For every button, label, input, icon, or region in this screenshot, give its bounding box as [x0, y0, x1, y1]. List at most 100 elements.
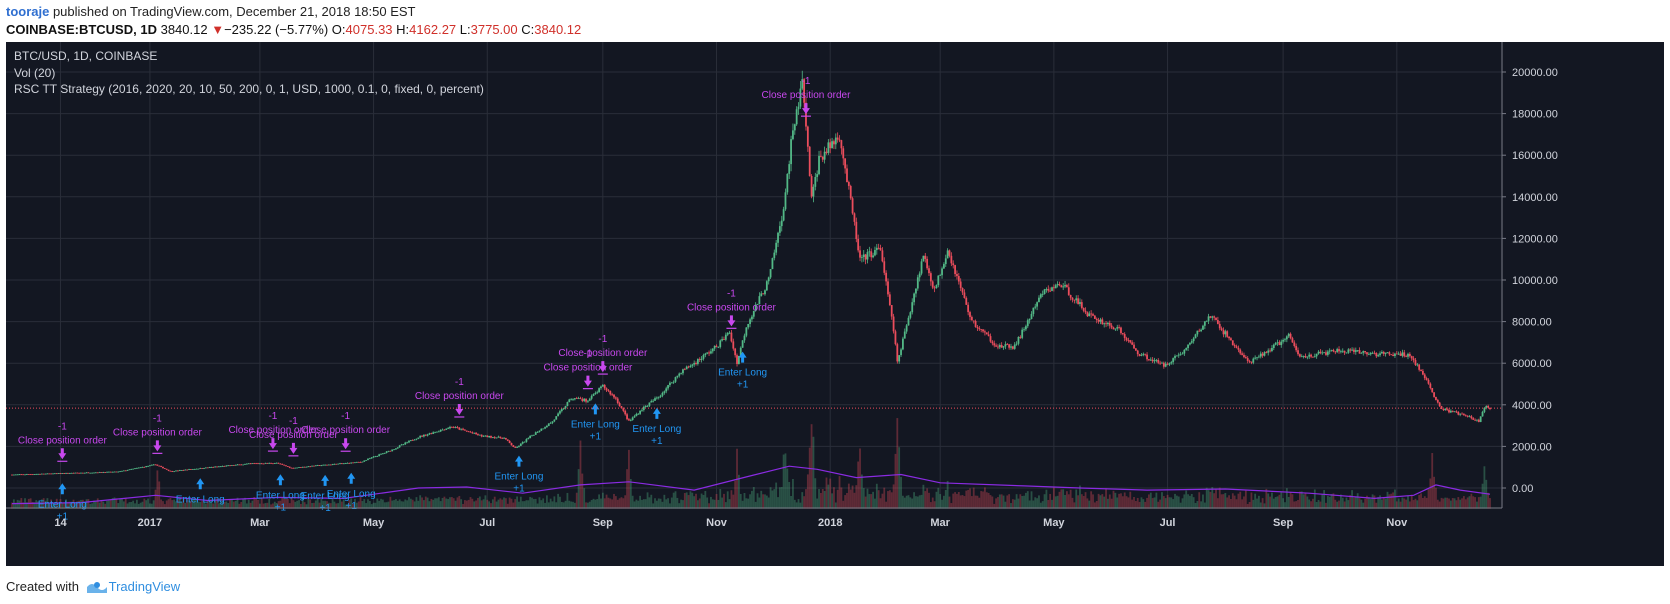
enter-long-arrow-icon [514, 455, 523, 467]
volume-bar [510, 498, 513, 509]
author-link[interactable]: tooraje [6, 4, 50, 19]
candle-body [1224, 331, 1227, 335]
volume-bar [1235, 499, 1238, 509]
volume-bar [1017, 498, 1020, 509]
candle-body [525, 439, 528, 442]
candle-body [1047, 289, 1050, 291]
volume-bar [195, 499, 198, 509]
volume-bar [1310, 501, 1312, 509]
volume-bar [844, 495, 847, 509]
candle-body [518, 445, 520, 447]
candle-body [1416, 364, 1419, 366]
volume-bar [1246, 503, 1249, 509]
volume-bar [1133, 496, 1135, 509]
time-tick-label: 14 [54, 517, 67, 529]
volume-bar [646, 492, 649, 509]
candle-body [55, 473, 58, 475]
enter-long-label: Enter Long [571, 419, 620, 430]
candle-body [857, 238, 860, 251]
volume-bar [1362, 502, 1365, 509]
volume-bar [1095, 500, 1098, 509]
candle-body [1151, 359, 1154, 362]
time-tick-label: Nov [1386, 517, 1408, 529]
volume-bar [432, 499, 435, 509]
volume-bar [1382, 498, 1385, 509]
volume-bar [426, 497, 429, 509]
volume-bar [984, 487, 986, 509]
candle-body [795, 109, 798, 125]
volume-bar [385, 502, 388, 509]
candle-body [1101, 319, 1104, 325]
volume-bar [866, 488, 869, 509]
volume-bar [1144, 501, 1147, 509]
candle-body [253, 463, 256, 465]
volume-bar [691, 492, 694, 509]
candle-body [499, 436, 502, 438]
candle-body [1285, 336, 1288, 340]
chart-panel[interactable]: Enter Long +1 Enter Long Enter Long +1 Enter … [6, 42, 1664, 566]
candle-body [1133, 344, 1135, 349]
volume-bar [244, 497, 246, 509]
close-position-arrow-icon [727, 315, 736, 327]
candle-body [1261, 353, 1264, 356]
candle-body [415, 438, 418, 440]
candle-body [96, 472, 99, 474]
volume-bar [1440, 497, 1443, 509]
candle-body [749, 319, 751, 324]
volume-bar [109, 500, 112, 509]
candle-body [42, 473, 45, 475]
volume-bar [212, 503, 215, 509]
volume-bar [238, 503, 241, 509]
candle-body [696, 359, 699, 364]
volume-bar [1004, 501, 1007, 509]
volume-bar [939, 494, 942, 509]
candle-body [109, 471, 112, 473]
candle-body [1423, 374, 1426, 379]
volume-bar [251, 500, 254, 509]
volume-bar [993, 503, 996, 509]
candle-body [805, 102, 807, 127]
volume-bar [1198, 492, 1201, 509]
candle-body [732, 341, 735, 349]
volume-bar [484, 495, 487, 509]
candle-body [587, 400, 589, 402]
volume-bar [931, 497, 934, 509]
volume-bar [11, 502, 13, 509]
candle-body [1129, 340, 1132, 343]
volume-bar [609, 498, 612, 509]
volume-bar [145, 500, 148, 509]
candle-body [1045, 289, 1048, 290]
candle-body [1427, 379, 1430, 384]
volume-bar [277, 501, 280, 509]
volume-bar [327, 502, 330, 509]
close-position-arrow-icon [583, 375, 592, 387]
volume-bar [916, 496, 919, 509]
volume-bar [894, 453, 897, 509]
close-position-label: Close position order [762, 90, 852, 101]
candle-body [752, 310, 755, 317]
candle-body [1244, 357, 1247, 359]
volume-bar [180, 501, 183, 509]
volume-bar [141, 501, 144, 509]
candle-body [443, 429, 446, 431]
candle-body [150, 464, 153, 466]
volume-bar [648, 497, 651, 509]
candle-body [184, 469, 187, 471]
volume-bar [529, 496, 532, 509]
tradingview-link[interactable]: TradingView [108, 579, 181, 594]
volume-bar [631, 495, 634, 509]
volume-bar [1345, 497, 1348, 509]
volume-bar [464, 500, 466, 509]
volume-bar [678, 503, 681, 509]
volume-bar [1175, 495, 1178, 509]
candle-body [1334, 351, 1337, 353]
volume-bar [909, 497, 912, 509]
candle-body [52, 473, 54, 475]
candle-body [63, 473, 66, 474]
candle-body [1435, 396, 1437, 400]
candle-body [655, 397, 658, 399]
candle-body [380, 453, 382, 455]
candle-body [506, 439, 509, 441]
volume-bar [1453, 498, 1456, 509]
